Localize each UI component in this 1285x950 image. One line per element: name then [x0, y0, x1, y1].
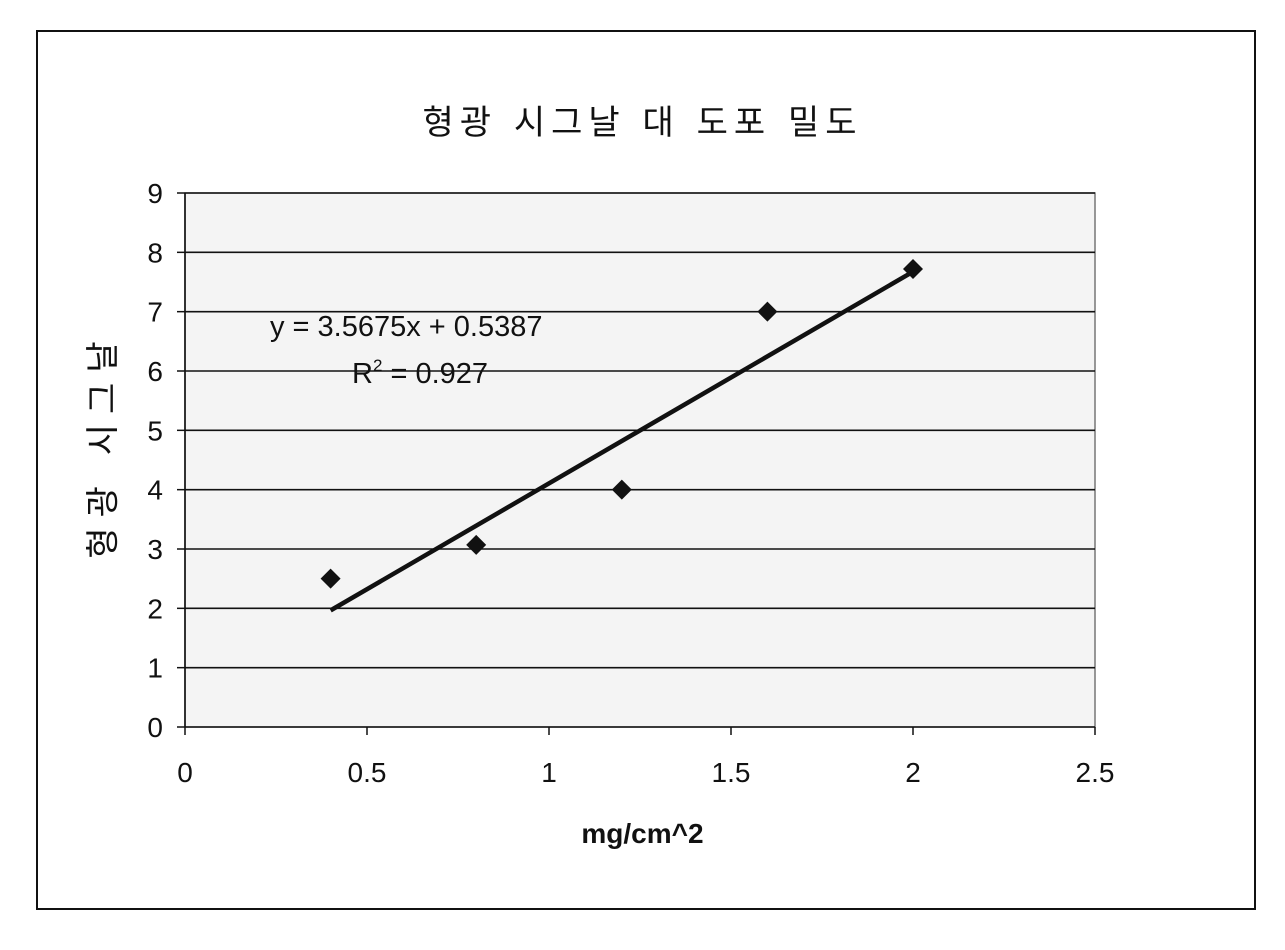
- data-point: [903, 258, 923, 279]
- y-tick-labels: 0 1 2 3 4 5 6 7 8 9: [147, 178, 163, 743]
- y-tick-label: 8: [147, 237, 163, 268]
- x-tick-label: 2.5: [1076, 757, 1115, 788]
- y-tick-label: 0: [147, 712, 163, 743]
- y-tick-label: 2: [147, 593, 163, 624]
- y-tick-label: 5: [147, 415, 163, 446]
- x-tick-label: 0: [177, 757, 193, 788]
- data-point: [466, 534, 487, 555]
- x-tick-label: 1.5: [712, 757, 751, 788]
- data-points: [320, 258, 923, 589]
- y-tick-label: 7: [147, 297, 163, 328]
- chart-title: 형광 시그날 대 도포 밀도: [422, 103, 863, 143]
- data-point: [757, 301, 778, 322]
- x-tick-label: 2: [905, 757, 921, 788]
- y-tick-label: 4: [147, 475, 163, 506]
- y-tick-label: 9: [147, 178, 163, 209]
- x-tick-label: 0.5: [348, 757, 387, 788]
- gridlines: [185, 192, 1095, 669]
- x-axis-label: mg/cm^2: [581, 818, 704, 849]
- axes: [177, 192, 1096, 735]
- r-squared-label: R2 = 0.927: [352, 356, 488, 390]
- trendline: [329, 269, 915, 613]
- y-tick-label: 3: [147, 534, 163, 565]
- data-point: [611, 479, 632, 500]
- trendline-equation: y = 3.5675x + 0.5387: [270, 311, 543, 343]
- x-tick-label: 1: [541, 757, 557, 788]
- data-point: [320, 568, 341, 589]
- x-tick-labels: 0 0.5 1 1.5 2 2.5: [177, 757, 1114, 788]
- plot-area: [184, 192, 1096, 728]
- y-tick-label: 6: [147, 356, 163, 387]
- y-tick-label: 1: [147, 653, 163, 684]
